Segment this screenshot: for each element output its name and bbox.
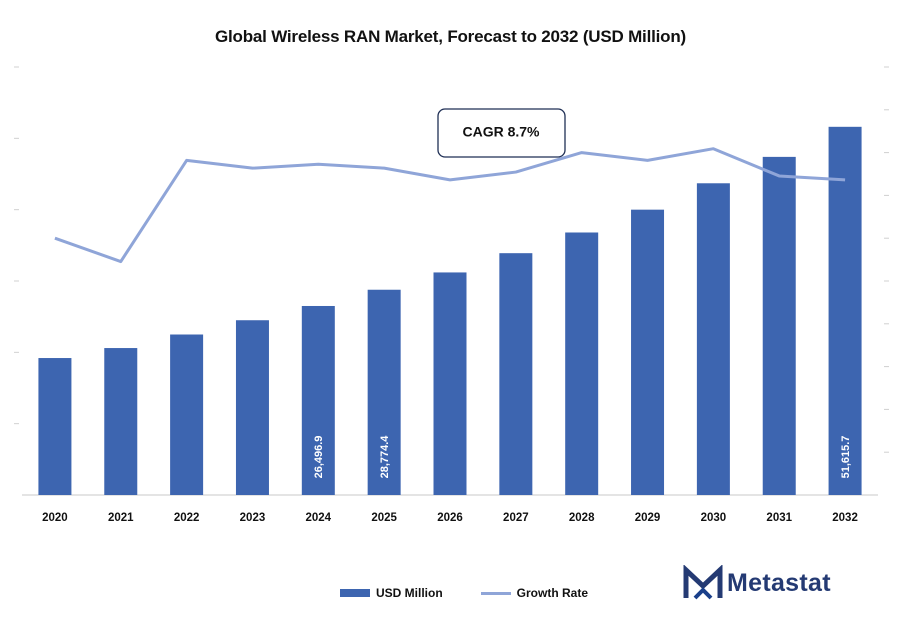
x-tick-label: 2031 xyxy=(766,512,792,524)
logo-text: Metastat xyxy=(727,568,831,597)
x-tick-label: 2030 xyxy=(701,512,727,524)
bar xyxy=(631,209,665,495)
x-tick-label: 2029 xyxy=(635,512,661,524)
chart-title: Global Wireless RAN Market, Forecast to … xyxy=(215,27,686,46)
x-tick-label: 2025 xyxy=(371,512,397,524)
bar xyxy=(565,232,599,495)
bar xyxy=(696,183,730,496)
bar xyxy=(38,358,72,495)
data-label: 51,615.7 xyxy=(840,436,852,479)
bar xyxy=(828,126,862,495)
data-labels: 26,496.9 28,774.4 51,615.7 xyxy=(313,435,852,479)
x-tick-label: 2028 xyxy=(569,512,595,524)
metastat-logo: Metastat xyxy=(683,565,831,601)
data-label: 26,496.9 xyxy=(313,436,325,479)
x-tick-label: 2023 xyxy=(240,512,266,524)
legend-item-usd-million: USD Million xyxy=(340,586,443,600)
x-tick-label: 2021 xyxy=(108,512,134,524)
cagr-annotation: CAGR 8.7% xyxy=(437,108,566,158)
bar xyxy=(301,305,335,495)
bar xyxy=(433,272,467,495)
growth-rate-series xyxy=(54,147,846,264)
bar xyxy=(762,156,796,495)
cagr-label: CAGR 8.7% xyxy=(462,124,540,140)
bar-series xyxy=(38,126,862,496)
bar xyxy=(235,320,269,495)
x-tick-label: 2020 xyxy=(42,512,68,524)
legend: USD Million Growth Rate xyxy=(340,584,626,602)
legend-label: USD Million xyxy=(376,586,443,600)
x-tick-label: 2022 xyxy=(174,512,200,524)
metastat-m-icon xyxy=(683,565,723,600)
legend-item-growth-rate: Growth Rate xyxy=(480,586,589,600)
x-tick-labels: 2020 2021 2022 2023 2024 2025 2026 2027 2028 2029… xyxy=(42,512,858,524)
x-tick-label: 2026 xyxy=(437,512,463,524)
data-label: 28,774.4 xyxy=(379,435,391,479)
legend-swatch-line xyxy=(480,591,511,595)
legend-label: Growth Rate xyxy=(516,586,589,600)
x-tick-label: 2027 xyxy=(503,512,529,524)
x-tick-label: 2032 xyxy=(832,512,858,524)
bar xyxy=(104,348,138,495)
x-tick-label: 2024 xyxy=(306,512,332,524)
bar xyxy=(367,289,401,495)
bar xyxy=(499,253,533,495)
legend-swatch-bar xyxy=(340,589,370,597)
bar xyxy=(170,334,204,495)
cagr-box xyxy=(437,108,566,158)
